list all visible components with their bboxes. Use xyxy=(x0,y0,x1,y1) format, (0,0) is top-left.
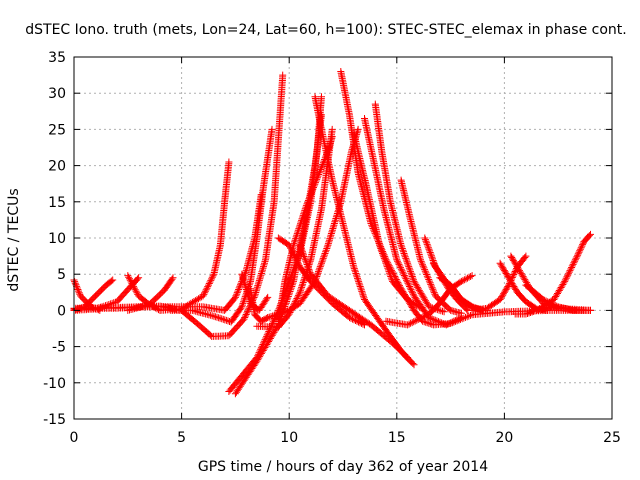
series-15 xyxy=(264,125,362,322)
grid xyxy=(74,57,612,419)
series-32 xyxy=(533,230,594,314)
y-tick-label: -5 xyxy=(52,340,66,356)
series-markers xyxy=(371,100,448,316)
series-11 xyxy=(225,93,325,395)
y-tick-label: 0 xyxy=(57,303,66,319)
x-tick-label: 0 xyxy=(70,430,79,446)
series-19 xyxy=(296,241,412,361)
series-33 xyxy=(522,281,594,314)
series-23 xyxy=(350,129,427,313)
y-tick-label: 35 xyxy=(48,50,66,66)
y-tick-label: 30 xyxy=(48,86,66,102)
series-8 xyxy=(70,191,265,314)
series-markers xyxy=(397,176,465,317)
series-markers xyxy=(264,125,362,322)
series-markers xyxy=(70,71,287,340)
series-markers xyxy=(522,281,594,314)
series-markers xyxy=(533,230,594,314)
series-markers xyxy=(225,93,325,395)
x-axis-label: GPS time / hours of day 362 of year 2014 xyxy=(198,459,488,475)
series-markers xyxy=(468,252,530,314)
series-markers xyxy=(274,234,368,329)
series-markers xyxy=(247,285,272,325)
series-markers xyxy=(70,191,265,314)
y-tick-label: 15 xyxy=(48,195,66,211)
series-10 xyxy=(247,285,272,325)
x-tick-label: 25 xyxy=(603,430,621,446)
series-markers xyxy=(156,158,233,314)
y-tick-label: 10 xyxy=(48,231,66,247)
x-tick-label: 5 xyxy=(177,430,186,446)
series-16 xyxy=(274,234,368,329)
series-22 xyxy=(397,176,465,317)
series-markers xyxy=(296,241,412,361)
series-6 xyxy=(156,158,233,314)
x-tick-label: 20 xyxy=(495,430,513,446)
y-tick-label: 25 xyxy=(48,122,66,138)
chart-title: dSTEC Iono. truth (mets, Lon=24, Lat=60,… xyxy=(25,22,626,38)
y-axis-label: dSTEC / TECUs xyxy=(6,188,22,291)
series-layer xyxy=(70,68,594,398)
series-29 xyxy=(468,252,530,314)
y-tick-label: -10 xyxy=(43,376,66,392)
series-5 xyxy=(70,71,287,340)
y-tick-label: -15 xyxy=(43,412,66,428)
series-20 xyxy=(371,100,448,316)
x-tick-label: 15 xyxy=(388,430,406,446)
series-markers xyxy=(350,129,427,313)
y-tick-label: 20 xyxy=(48,159,66,175)
y-tick-label: 5 xyxy=(57,267,66,283)
x-tick-label: 10 xyxy=(280,430,298,446)
axes: 0 5 10 15 20 25 -15 -10 -5 0 5 10 15 20 25 30 35 xyxy=(43,50,621,446)
